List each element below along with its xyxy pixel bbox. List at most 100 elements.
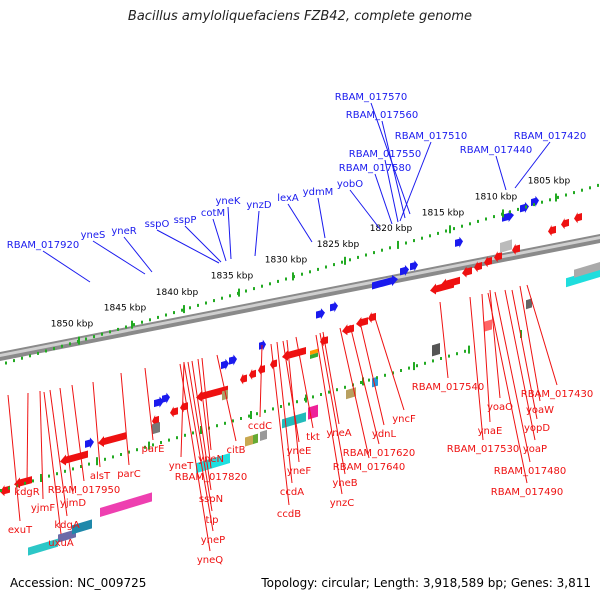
forward-gene-label: lexA	[277, 193, 299, 204]
forward-gene-arrow	[229, 354, 237, 366]
scale-dot	[368, 378, 370, 382]
feature-box	[196, 453, 230, 474]
reverse-gene-label: RBAM_017530	[447, 444, 519, 455]
scale-dot	[581, 188, 583, 192]
scale-dot	[333, 263, 335, 267]
reverse-gene-arrow	[494, 251, 502, 263]
leader-line	[319, 332, 346, 475]
scale-dot	[280, 405, 282, 408]
scale-dot	[493, 215, 495, 219]
reverse-gene-arrow	[60, 450, 88, 466]
reverse-gene-label: RBAM_017820	[175, 472, 247, 483]
scale-dot	[48, 474, 50, 478]
reverse-gene-arrow	[249, 368, 256, 380]
scale-dot	[64, 469, 66, 473]
forward-gene-label: yneS	[81, 230, 106, 241]
scale-label: 1815 kbp	[422, 208, 465, 218]
scale-dot	[101, 332, 103, 336]
scale-major-tick	[96, 457, 98, 466]
forward-gene-arrow	[259, 339, 266, 351]
scale-dot	[365, 253, 367, 257]
feature-box	[484, 319, 492, 332]
scale-dot	[405, 241, 407, 245]
feature-box	[58, 529, 76, 543]
scale-dot	[104, 457, 106, 461]
reverse-gene-arrow	[240, 373, 247, 385]
scale-dot	[45, 349, 47, 353]
feature-box	[28, 538, 58, 556]
reverse-gene-label: RBAM_017640	[333, 462, 405, 473]
scale-dot	[149, 318, 151, 322]
scale-major-tick	[449, 225, 451, 234]
scale-dot	[432, 359, 434, 363]
reverse-gene-label: yncF	[392, 414, 416, 425]
scale-dot	[381, 248, 383, 252]
scale-dot	[440, 357, 442, 360]
reverse-gene-label: ccdC	[248, 421, 272, 432]
scale-major-tick	[555, 193, 557, 202]
reverse-gene-label: yneE	[287, 446, 312, 457]
scale-major-tick	[40, 474, 42, 482]
leader-line	[374, 173, 393, 225]
leader-line	[487, 292, 528, 484]
reverse-gene-label: yneT	[169, 461, 194, 472]
leader-line	[494, 291, 531, 463]
leader-line	[322, 331, 340, 425]
reverse-gene-label: uxuA	[48, 538, 74, 549]
scale-dot	[309, 270, 311, 274]
scale-dot	[261, 284, 263, 288]
leader-line	[183, 362, 214, 532]
scale-dot	[549, 198, 551, 202]
leader-line	[295, 336, 314, 429]
feature-box	[310, 348, 318, 355]
scale-dot	[277, 279, 279, 283]
reverse-gene-label: yneN	[198, 454, 224, 465]
scale-dot	[597, 183, 599, 187]
scale-major-tick	[362, 377, 364, 386]
scale-dot	[165, 313, 167, 317]
scale-dot	[125, 325, 127, 329]
leader-line	[26, 392, 29, 484]
scale-dot	[144, 445, 146, 449]
scale-dot	[413, 239, 415, 243]
scale-dot	[453, 227, 455, 231]
reverse-gene-arrow	[170, 406, 178, 418]
leader-line	[270, 343, 290, 506]
leader-line	[39, 390, 44, 500]
scale-dot	[109, 330, 111, 334]
scale-dot	[160, 441, 162, 444]
scale-dot	[344, 385, 346, 389]
scale-dot	[296, 400, 298, 404]
reverse-gene-label: tkt	[306, 432, 320, 443]
scale-dot	[93, 335, 95, 339]
scale-dot	[8, 486, 10, 490]
scale-label: 1850 kbp	[51, 320, 94, 330]
reverse-gene-label: ydnL	[372, 429, 397, 440]
forward-gene-arrow	[400, 265, 409, 277]
scale-dot	[448, 354, 450, 358]
scale-dot	[301, 272, 303, 276]
reverse-gene-label: kdgR	[14, 487, 39, 498]
forward-gene-arrow	[330, 301, 338, 313]
reverse-gene-label: ccdB	[277, 509, 301, 520]
scale-dot	[13, 359, 15, 363]
scale-dot	[173, 311, 175, 315]
scale-dot	[288, 402, 290, 406]
forward-gene-label: RBAM_017550	[349, 149, 421, 160]
scale-dot	[133, 323, 135, 327]
leader-line	[144, 367, 154, 441]
leader-line	[489, 289, 501, 399]
leader-line	[187, 361, 213, 512]
leader-line	[282, 340, 300, 443]
scale-dot	[429, 234, 431, 238]
feature-box	[282, 412, 306, 429]
scale-dot	[80, 465, 82, 468]
scale-dot	[120, 453, 122, 456]
scale-major-tick	[344, 256, 346, 265]
reverse-gene-label: citB	[226, 445, 245, 456]
reverse-gene-label: yneF	[287, 466, 311, 477]
scale-dot	[416, 364, 418, 368]
leader-line	[42, 250, 91, 283]
feature-box	[500, 239, 512, 253]
scale-dot	[88, 462, 90, 466]
